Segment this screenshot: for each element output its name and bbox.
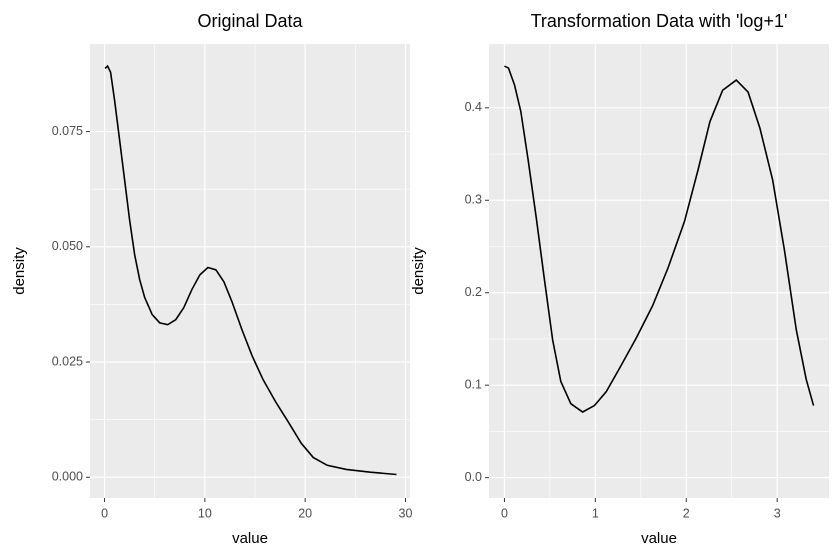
y-tick-label: 0.050 — [52, 239, 83, 253]
y-tick-label: 0.3 — [465, 193, 482, 207]
y-tick-label: 0.1 — [465, 377, 482, 391]
x-tick-label: 20 — [298, 506, 312, 520]
y-axis-title: density — [11, 247, 28, 295]
x-axis-title: value — [232, 530, 268, 547]
chart-title: Original Data — [197, 11, 303, 31]
y-axis-title: density — [410, 247, 427, 295]
x-tick-label: 10 — [198, 506, 212, 520]
x-tick-label: 0 — [501, 506, 508, 520]
y-tick-label: 0.075 — [52, 124, 83, 138]
x-tick-label: 2 — [683, 506, 690, 520]
panel-background — [489, 44, 829, 498]
y-tick-label: 0.0 — [465, 470, 482, 484]
y-tick-label: 0.4 — [465, 100, 482, 114]
y-tick-label: 0.2 — [465, 285, 482, 299]
x-tick-label: 30 — [399, 506, 413, 520]
density-line — [504, 65, 815, 413]
x-tick-label: 0 — [101, 506, 108, 520]
x-tick-label: 1 — [592, 506, 599, 520]
y-tick-label: 0.025 — [52, 354, 83, 368]
density-line — [104, 64, 397, 476]
x-axis-title: value — [641, 530, 677, 547]
x-tick-label: 3 — [774, 506, 781, 520]
chart-title: Transformation Data with 'log+1' — [531, 11, 788, 31]
y-tick-label: 0.000 — [52, 470, 83, 484]
panel-background — [90, 44, 410, 498]
